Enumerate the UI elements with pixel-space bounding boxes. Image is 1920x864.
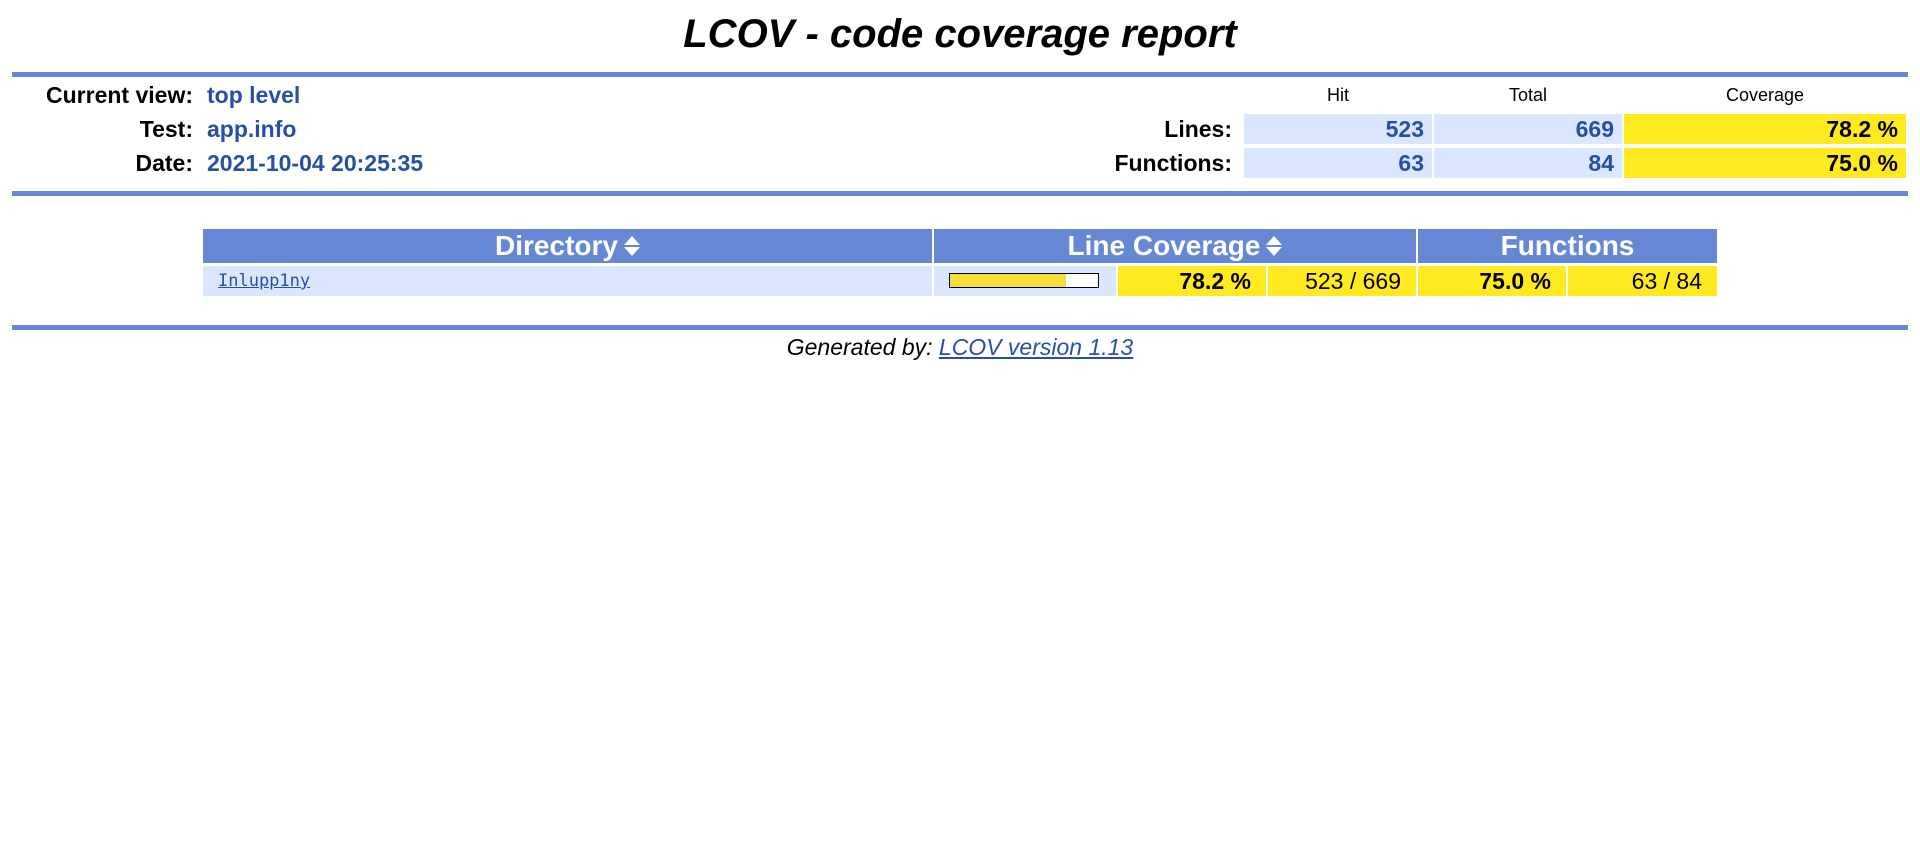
header-bottom-divider [12, 191, 1908, 196]
test-value: app.info [207, 116, 297, 142]
top-divider [12, 72, 1908, 77]
table-row-directory: Inlupp1ny [203, 266, 932, 296]
functions-total: 84 [1434, 148, 1622, 178]
lines-hit: 523 [1244, 114, 1432, 144]
line-coverage-column-header[interactable]: Line Coverage [934, 229, 1416, 263]
date-value: 2021-10-04 20:25:35 [207, 150, 424, 176]
lcov-version-link[interactable]: LCOV version 1.13 [938, 334, 1134, 360]
directory-header-label: Directory [495, 230, 618, 261]
footer: Generated by: LCOV version 1.13 [0, 333, 1920, 361]
summary-total-header: Total [1508, 85, 1548, 105]
test-label: Test: [139, 116, 193, 142]
summary-hit-header: Hit [1327, 85, 1349, 105]
footer-prefix: Generated by: [786, 334, 939, 360]
functions-hit: 63 [1244, 148, 1432, 178]
lines-coverage: 78.2 % [1624, 114, 1906, 144]
directory-column-header[interactable]: Directory [203, 229, 932, 263]
lines-label: Lines: [1164, 116, 1232, 142]
directory-link[interactable]: Inlupp1ny [218, 271, 311, 291]
page-title: LCOV - code coverage report [683, 12, 1237, 56]
coverage-bar-cell [934, 266, 1116, 296]
function-coverage-counts: 63 / 84 [1568, 266, 1717, 296]
lines-total: 669 [1434, 114, 1622, 144]
functions-header-label: Functions [1500, 230, 1635, 261]
functions-coverage: 75.0 % [1624, 148, 1906, 178]
current-view-value: top level [207, 82, 301, 108]
function-coverage-percent: 75.0 % [1418, 266, 1566, 296]
footer-divider [12, 325, 1908, 330]
sort-icon[interactable] [1266, 235, 1283, 257]
coverage-bar-fill [950, 274, 1066, 287]
line-coverage-percent: 78.2 % [1118, 266, 1266, 296]
line-coverage-counts: 523 / 669 [1268, 266, 1416, 296]
functions-column-header: Functions [1418, 229, 1717, 263]
functions-label: Functions: [1114, 150, 1232, 176]
summary-coverage-header: Coverage [1725, 85, 1805, 105]
sort-icon[interactable] [623, 235, 640, 257]
date-label: Date: [135, 150, 193, 176]
line-coverage-header-label: Line Coverage [1067, 230, 1261, 261]
coverage-bar [949, 273, 1099, 288]
current-view-label: Current view: [46, 82, 193, 108]
